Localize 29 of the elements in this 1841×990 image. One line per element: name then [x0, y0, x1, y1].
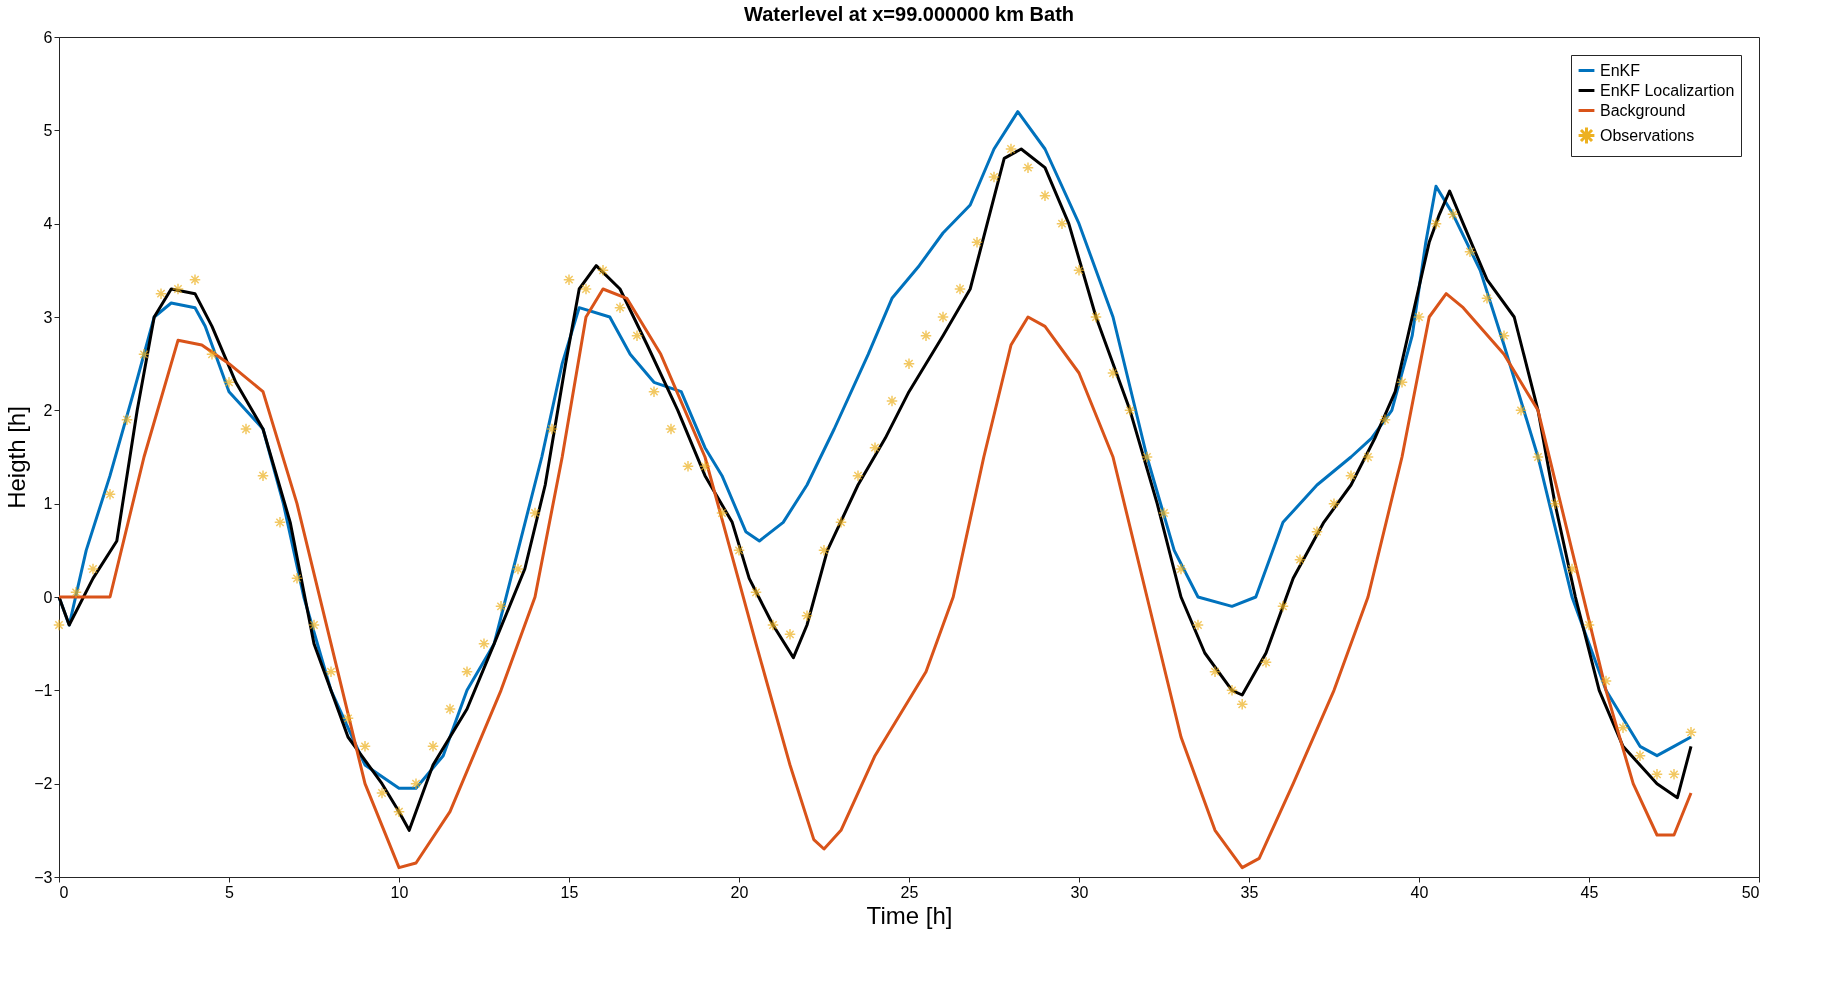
x-axis-title: Time [h]	[866, 901, 953, 929]
y-tick-label: 1	[43, 495, 53, 513]
legend-label: Background	[1600, 101, 1686, 119]
x-tick-label: 5	[225, 883, 235, 901]
line-series	[57, 287, 1693, 870]
y-tick-label: 6	[43, 28, 53, 46]
x-tick-label: 15	[560, 883, 579, 901]
y-tick-label: −1	[34, 681, 53, 699]
legend-label: EnKF Localizartion	[1600, 81, 1735, 99]
x-tick-label: 0	[59, 883, 69, 901]
x-tick-label: 25	[900, 883, 919, 901]
chart-title: Waterlevel at x=99.000000 km Bath	[743, 3, 1075, 25]
y-tick-label: 2	[43, 401, 53, 419]
x-tick-label: 30	[1070, 883, 1089, 901]
x-tick-label: 45	[1580, 883, 1599, 901]
y-tick-label: −2	[34, 775, 53, 793]
x-tick-label: 20	[730, 883, 749, 901]
y-tick-label: 5	[43, 121, 53, 139]
y-axis-title: Heigth [h]	[3, 406, 31, 509]
legend-label: Observations	[1600, 126, 1695, 144]
y-tick-label: 4	[43, 215, 53, 233]
x-tick-label: 10	[390, 883, 409, 901]
legend-label: EnKF	[1600, 61, 1641, 79]
y-tick-label: 0	[43, 588, 53, 606]
y-tick-label: −3	[34, 868, 53, 886]
x-tick-label: 35	[1240, 883, 1259, 901]
x-tick-label: 50	[1741, 883, 1760, 901]
x-tick-label: 40	[1410, 883, 1429, 901]
y-tick-label: 3	[43, 308, 53, 326]
